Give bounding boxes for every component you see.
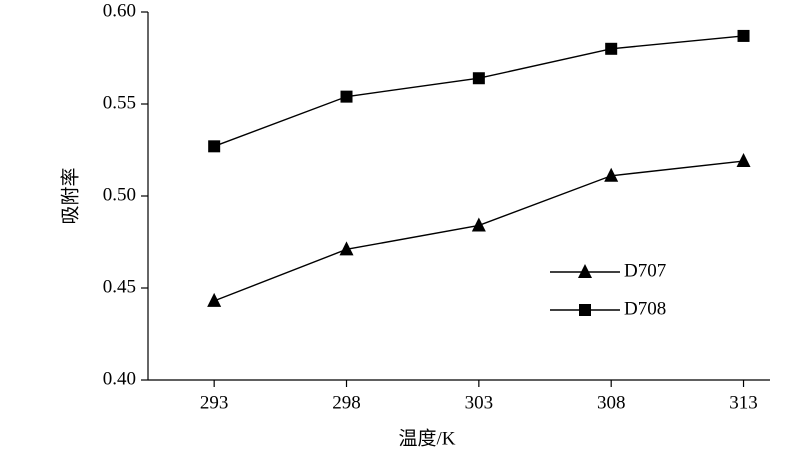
- y-tick-label: 0.60: [103, 0, 136, 21]
- x-tick-label: 303: [465, 392, 494, 413]
- triangle-marker: [339, 241, 354, 256]
- triangle-marker: [471, 217, 486, 232]
- square-marker: [472, 72, 485, 85]
- triangle-marker: [736, 153, 751, 168]
- x-axis-label: 温度/K: [398, 427, 455, 449]
- y-tick-label: 0.50: [103, 184, 136, 205]
- square-marker: [737, 29, 750, 42]
- triangle-marker: [207, 292, 222, 307]
- y-tick-label: 0.40: [103, 368, 136, 389]
- y-tick-label: 0.45: [103, 276, 136, 297]
- x-tick-label: 308: [597, 392, 626, 413]
- x-tick-label: 293: [200, 392, 229, 413]
- square-marker: [340, 90, 353, 103]
- legend-marker: [578, 264, 592, 278]
- legend-label: D708: [624, 298, 666, 319]
- series-line: [213, 35, 744, 147]
- x-tick-label: 313: [729, 392, 758, 413]
- legend-marker: [579, 304, 591, 316]
- triangle-marker: [604, 167, 619, 182]
- legend-label: D707: [624, 260, 666, 281]
- x-tick-label: 298: [332, 392, 361, 413]
- square-marker: [208, 140, 221, 153]
- square-marker: [605, 42, 618, 55]
- y-tick-label: 0.55: [103, 92, 136, 113]
- y-axis-label: 吸附率: [59, 167, 81, 224]
